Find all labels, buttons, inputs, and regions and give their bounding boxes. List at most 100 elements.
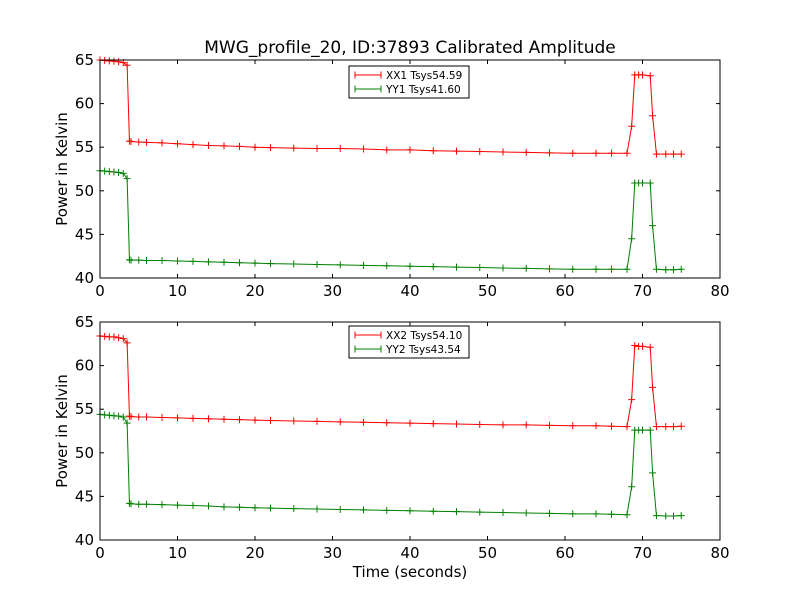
data-point-marker (251, 416, 259, 424)
data-point-marker (677, 422, 685, 430)
data-point-marker (115, 334, 123, 342)
y-axis-label: Power in Kelvin (53, 374, 71, 488)
data-point-marker (569, 149, 577, 157)
data-point-marker (429, 147, 437, 155)
data-point-marker (608, 265, 615, 273)
data-point-marker (646, 343, 654, 351)
data-point-marker (623, 423, 631, 431)
data-point-marker (135, 138, 143, 146)
legend-label: XX1 Tsys54.59 (386, 70, 462, 82)
data-point-marker (499, 148, 507, 156)
data-point-marker (110, 333, 118, 341)
data-point-marker (251, 259, 259, 267)
x-tick-label: 80 (710, 544, 729, 562)
data-point-marker (546, 149, 553, 157)
legend-box (348, 65, 470, 99)
data-point-marker (499, 421, 507, 429)
data-point-marker (127, 138, 135, 146)
data-point-marker (135, 413, 143, 421)
data-point-marker (476, 264, 484, 272)
y-tick-label: 40 (75, 531, 94, 549)
data-point-marker (522, 421, 530, 429)
data-point-marker (205, 258, 212, 266)
data-point-marker (174, 257, 181, 265)
data-point-marker (406, 507, 414, 515)
data-point-marker (646, 72, 654, 80)
data-point-marker (406, 146, 414, 154)
data-point-marker (662, 266, 670, 274)
y-tick-label: 65 (75, 313, 94, 331)
data-point-marker (453, 147, 460, 155)
data-point-marker (189, 257, 197, 265)
data-point-marker (236, 416, 243, 424)
y-tick-label: 45 (75, 487, 94, 505)
data-point-marker (639, 342, 646, 350)
data-point-marker (383, 506, 391, 514)
x-tick-label: 10 (168, 544, 187, 562)
data-point-marker (174, 501, 181, 509)
legend: XX1 Tsys54.59 YY1 Tsys41.60 (348, 65, 470, 99)
chart-title: MWG_profile_20, ID:37893 Calibrated Ampl… (204, 38, 615, 58)
data-point-marker (189, 414, 197, 422)
data-point-marker (205, 415, 212, 423)
data-point-marker (649, 469, 657, 477)
data-point-marker (158, 139, 166, 147)
data-point-marker (662, 150, 670, 158)
data-point-marker (360, 145, 367, 153)
data-point-marker (453, 508, 460, 516)
data-point-marker (336, 505, 344, 513)
data-point-marker (143, 138, 150, 146)
data-point-marker (383, 262, 391, 270)
data-point-marker (336, 261, 344, 269)
x-tick-label: 40 (400, 282, 419, 300)
x-tick-label: 70 (633, 544, 652, 562)
data-point-marker (670, 150, 677, 158)
data-point-marker (290, 505, 298, 513)
data-point-marker (290, 144, 298, 152)
data-point-marker (143, 257, 150, 265)
legend-label: YY1 Tsys41.60 (385, 84, 461, 96)
data-point-marker (205, 141, 212, 149)
data-point-marker (267, 417, 274, 425)
x-tick-label: 0 (95, 544, 105, 562)
data-point-marker (115, 168, 123, 176)
data-point-marker (628, 483, 636, 491)
data-point-marker (127, 500, 135, 508)
data-point-marker (639, 179, 646, 187)
data-point-marker (623, 149, 631, 157)
data-point-marker (127, 413, 135, 421)
data-point-marker (158, 413, 166, 421)
data-point-marker (236, 259, 243, 267)
data-point-marker (115, 58, 123, 66)
data-point-marker (649, 222, 657, 230)
x-tick-label: 30 (323, 282, 342, 300)
data-point-marker (569, 265, 577, 273)
data-point-marker (646, 426, 654, 434)
data-point-marker (670, 266, 677, 274)
data-point-marker (189, 141, 197, 149)
data-point-marker (522, 509, 530, 517)
data-point-marker (123, 339, 131, 347)
data-point-marker (592, 149, 600, 157)
data-point-marker (119, 169, 127, 177)
data-point-marker (383, 419, 391, 427)
data-point-marker (267, 144, 274, 152)
data-point-marker (522, 148, 530, 156)
data-point-marker (608, 422, 615, 430)
data-point-marker (236, 142, 243, 150)
data-point-marker (383, 146, 391, 154)
data-point-marker (115, 412, 123, 420)
data-point-marker (123, 419, 131, 427)
data-point-marker (220, 503, 228, 511)
data-point-marker (662, 512, 670, 520)
data-point-marker (406, 262, 414, 270)
data-point-marker (313, 417, 321, 425)
data-point-marker (592, 422, 600, 430)
x-tick-label: 50 (478, 544, 497, 562)
data-point-marker (205, 502, 212, 510)
data-point-marker (313, 505, 321, 513)
legend-marker (354, 345, 382, 353)
y-tick-label: 50 (75, 444, 94, 462)
data-point-marker (220, 258, 228, 266)
x-tick-label: 40 (400, 544, 419, 562)
